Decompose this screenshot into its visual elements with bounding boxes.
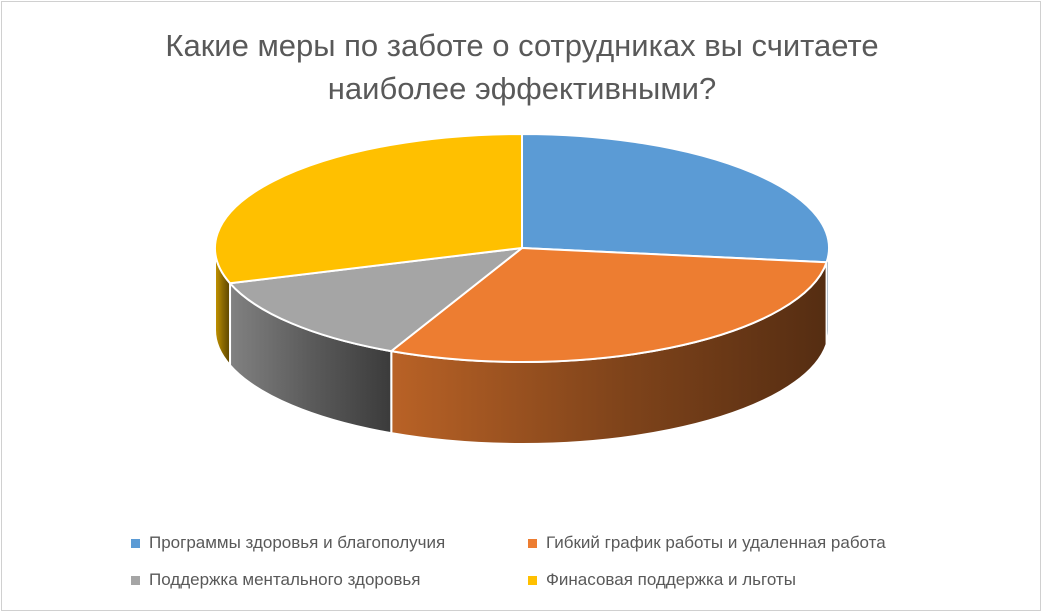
chart-title-line-1: Какие меры по заботе о сотрудниках вы сч… (165, 28, 879, 63)
pie-slice-mental-health (229, 247, 523, 353)
pie-slice-health-programs (521, 133, 830, 264)
chart-title-line-2: наиболее эффективными? (327, 71, 717, 106)
pie-slice-flexible-schedule (390, 247, 828, 363)
pie-slice-financial-support (214, 133, 523, 285)
pie-slices (214, 133, 830, 363)
chart-title: Какие меры по заботе о сотрудниках вы сч… (0, 24, 1044, 110)
